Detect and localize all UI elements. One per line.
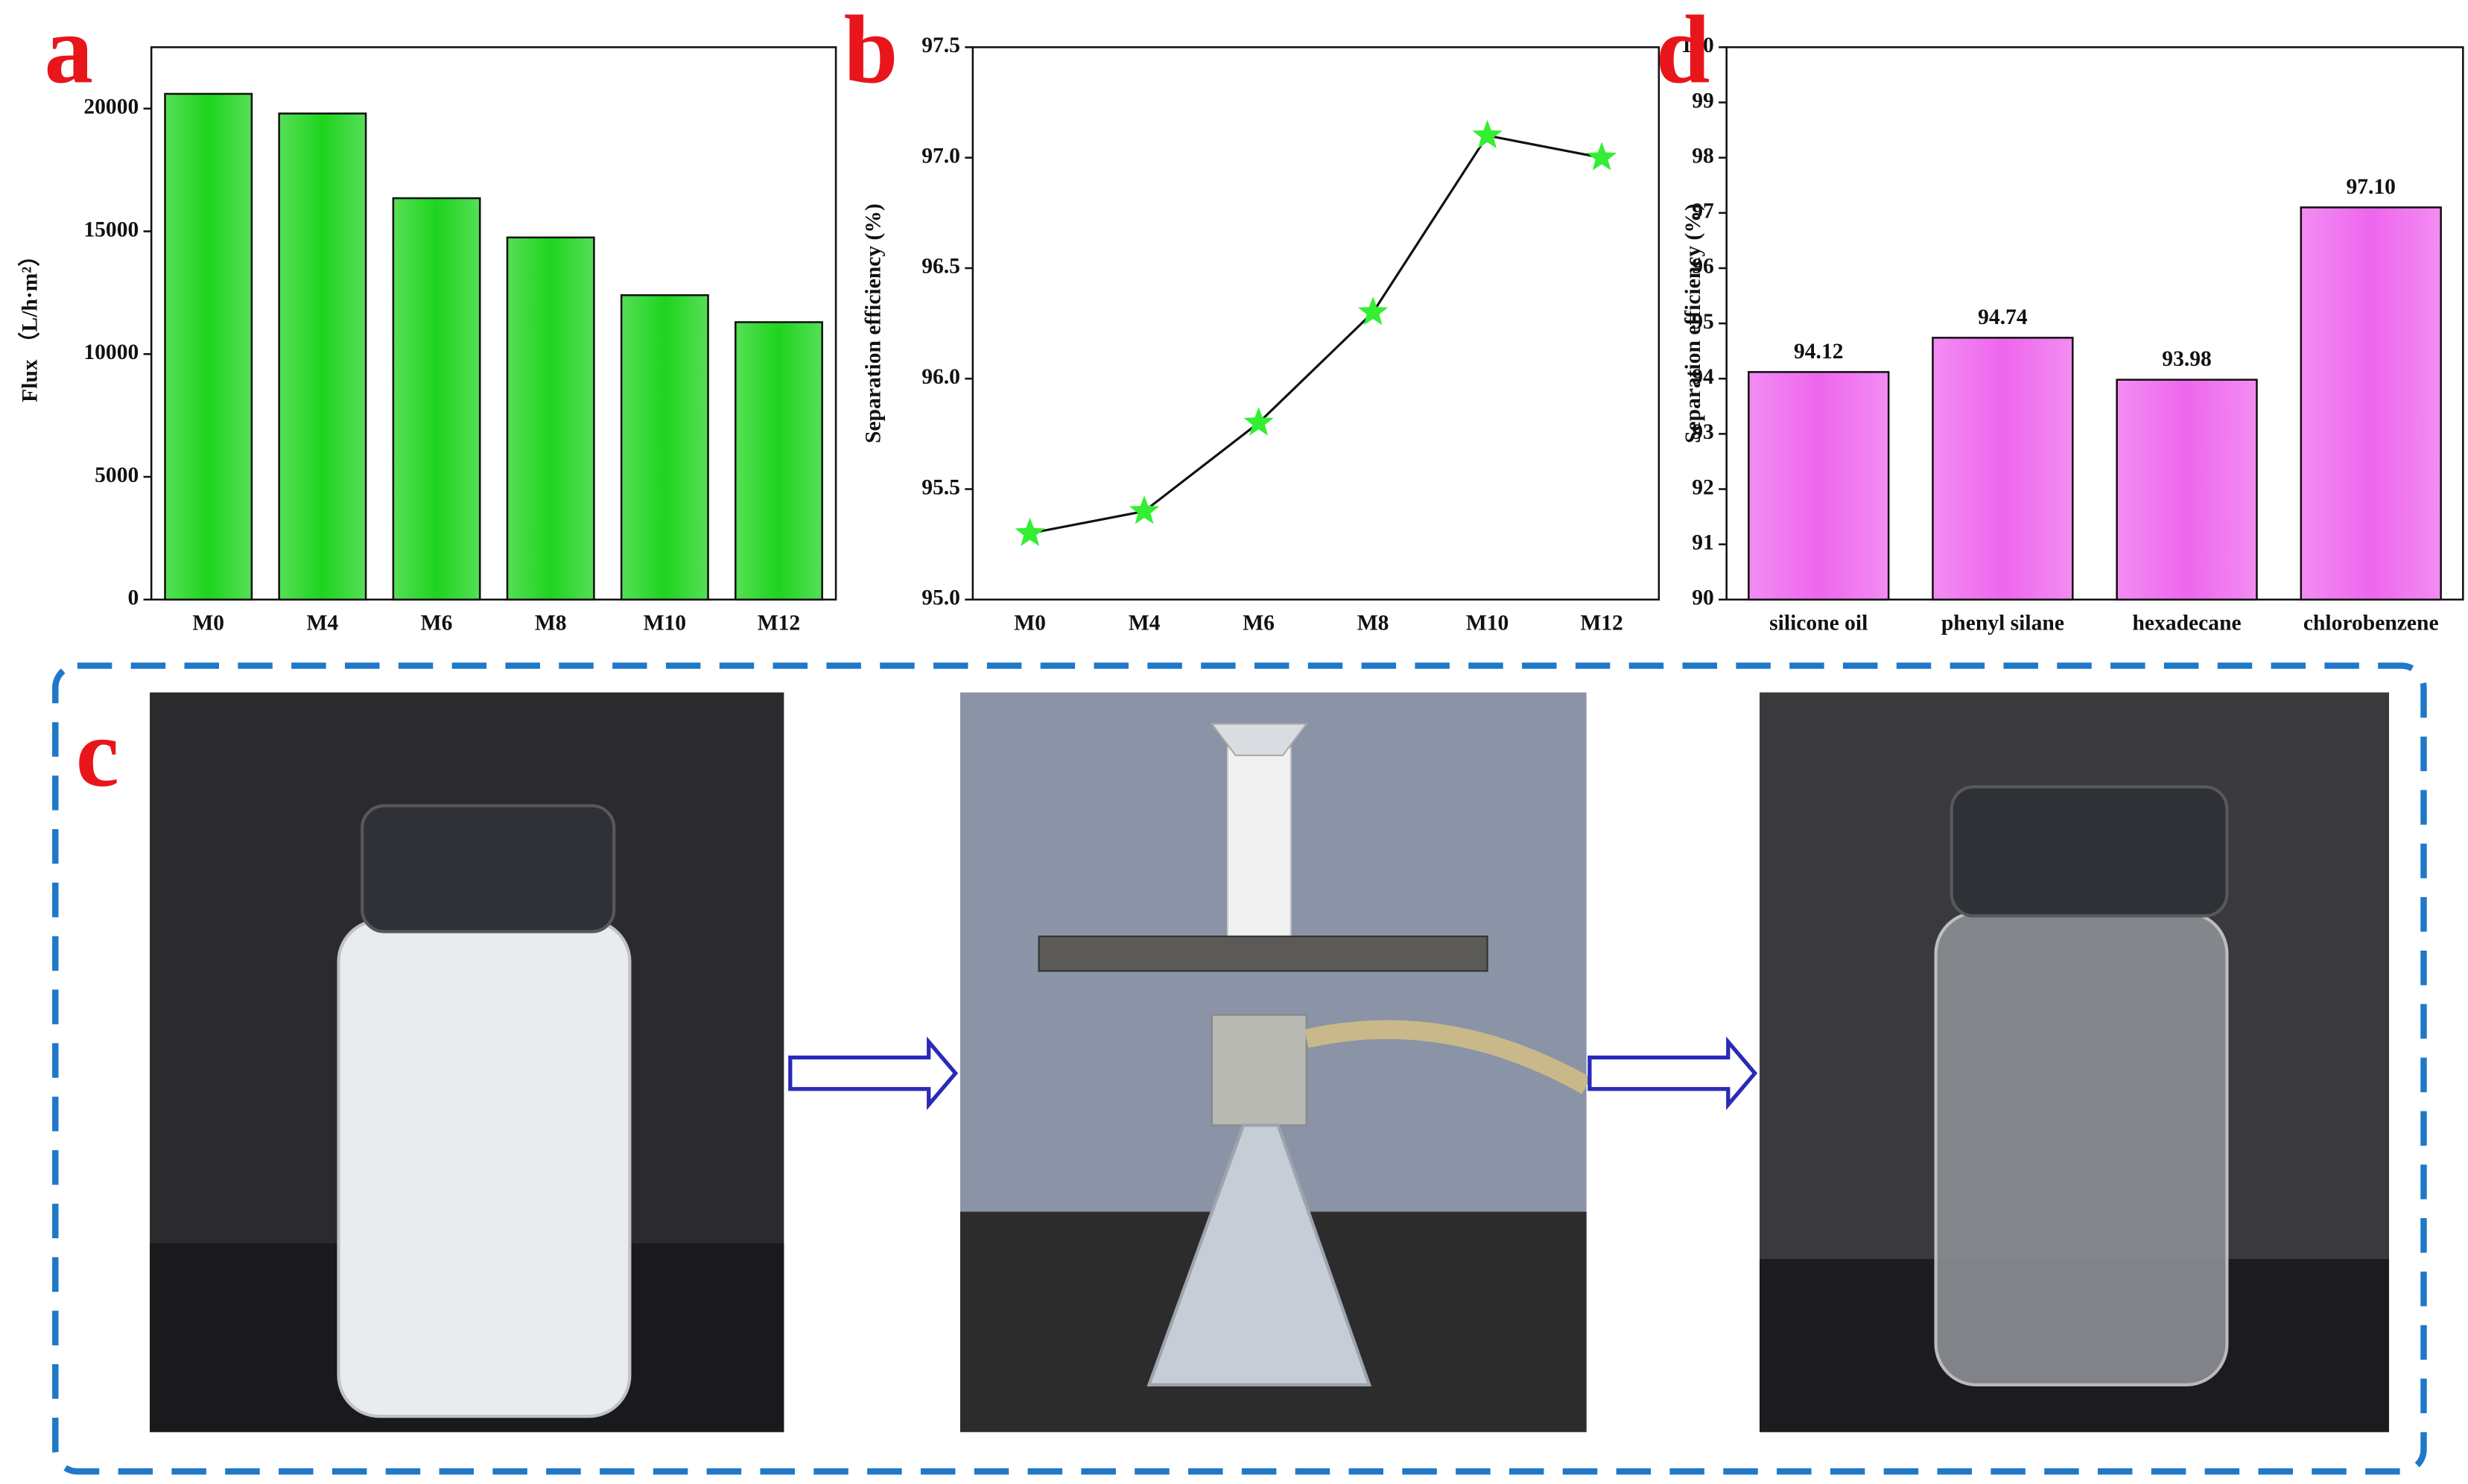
x-tick-label: M10 [1466, 611, 1509, 635]
y-axis-label: Flux （L/h·m²） [17, 244, 42, 402]
star-marker [1472, 119, 1503, 149]
bar [278, 112, 367, 601]
arrow [1587, 1036, 1758, 1111]
x-tick-label: M4 [1129, 611, 1161, 635]
chart: 0 5000 10000 15000 20000 Flux （L/h·m²） a M0 M4 M6… [17, 0, 837, 635]
funnel-tube [1226, 746, 1292, 937]
y-tick-label: 93 [1692, 420, 1714, 444]
bar [1748, 371, 1890, 601]
y-tick-label: 90 [1692, 586, 1714, 610]
y-tick-label: 96.0 [921, 365, 960, 389]
data-label: 94.74 [1978, 305, 2028, 329]
x-tick-label: M12 [1580, 611, 1622, 635]
photo-emulsion [150, 692, 784, 1433]
star-marker [1129, 495, 1160, 524]
y-tick-label: 95.0 [921, 586, 960, 610]
y-tick-label: 99 [1692, 89, 1714, 112]
panel-label: c [76, 700, 119, 808]
funnel-top [1210, 723, 1308, 757]
x-tick-label: M10 [644, 611, 686, 635]
y-tick-label: 96.5 [921, 255, 960, 279]
plot-frame [150, 46, 837, 601]
x-tick-label: M8 [535, 611, 567, 635]
bar [1932, 337, 2074, 601]
hose [1304, 1020, 1591, 1094]
bottle [337, 919, 632, 1418]
flask [1146, 1123, 1372, 1387]
arrow [788, 1036, 959, 1111]
photo-clear [1760, 692, 2390, 1433]
bar [392, 197, 481, 601]
x-tick-label: M0 [192, 611, 224, 635]
data-label: 94.12 [1794, 340, 1844, 364]
clamp [1038, 935, 1488, 972]
photo-filtration [959, 692, 1591, 1433]
bar [620, 294, 709, 601]
y-tick-label: 98 [1692, 144, 1714, 168]
y-axis-label: Separation efficiency (%) [1681, 203, 1705, 443]
y-tick-label: 95 [1692, 310, 1714, 334]
y-tick-label: 5000 [95, 463, 139, 487]
y-tick-label: 15000 [83, 218, 139, 241]
y-axis-label: Separation efficiency (%) [862, 203, 886, 443]
bar [506, 236, 595, 601]
y-tick-label: 0 [127, 586, 139, 610]
y-tick-label: 20000 [83, 95, 139, 119]
y-tick-label: 91 [1692, 530, 1714, 554]
plot-frame [971, 46, 1660, 601]
y-tick-label: 100 [1681, 34, 1713, 57]
bottle-cap [1950, 785, 2229, 918]
data-label: 93.98 [2162, 347, 2212, 371]
x-tick-label: M12 [758, 611, 800, 635]
bar [2116, 378, 2258, 601]
y-tick-label: 97.0 [921, 144, 960, 168]
chart: 90 91 92 93 94 95 96 97 98 99 100 Separation effici… [1656, 0, 2464, 635]
x-tick-label: silicone oil [1769, 611, 1868, 635]
dashed-frame [52, 662, 2427, 1475]
x-tick-label: M6 [1243, 611, 1275, 635]
x-tick-label: chlorobenzene [2303, 611, 2439, 635]
panel-label: b [844, 0, 898, 104]
y-tick-label: 96 [1692, 255, 1714, 279]
y-tick-label: 10000 [83, 340, 139, 364]
y-tick-label: 94 [1692, 365, 1714, 389]
y-tick-label: 97.5 [921, 34, 960, 57]
x-tick-label: M8 [1357, 611, 1389, 635]
x-tick-label: M0 [1014, 611, 1046, 635]
x-tick-label: M6 [421, 611, 453, 635]
data-label: 97.10 [2346, 175, 2396, 199]
y-tick-label: 95.5 [921, 475, 960, 499]
star-marker [1015, 517, 1045, 546]
panel-label: a [45, 0, 93, 104]
line [1030, 134, 1602, 535]
filter-holder [1211, 1014, 1307, 1126]
star-marker [1243, 407, 1274, 436]
x-tick-label: hexadecane [2132, 611, 2241, 635]
y-tick-label: 97 [1692, 200, 1714, 223]
x-tick-label: M4 [307, 611, 339, 635]
panel-label: d [1656, 0, 1710, 104]
bar [2300, 206, 2442, 601]
x-tick-label: phenyl silane [1941, 611, 2064, 635]
bar [735, 321, 823, 601]
y-tick-label: 92 [1692, 475, 1714, 499]
bottle [1934, 911, 2229, 1387]
bar [164, 92, 253, 601]
star-marker [1587, 142, 1617, 171]
bottle-cap [361, 804, 616, 933]
chart: 95.0 95.5 96.0 96.5 97.0 97.5 Separation effic… [844, 0, 1660, 635]
star-marker [1358, 297, 1389, 326]
